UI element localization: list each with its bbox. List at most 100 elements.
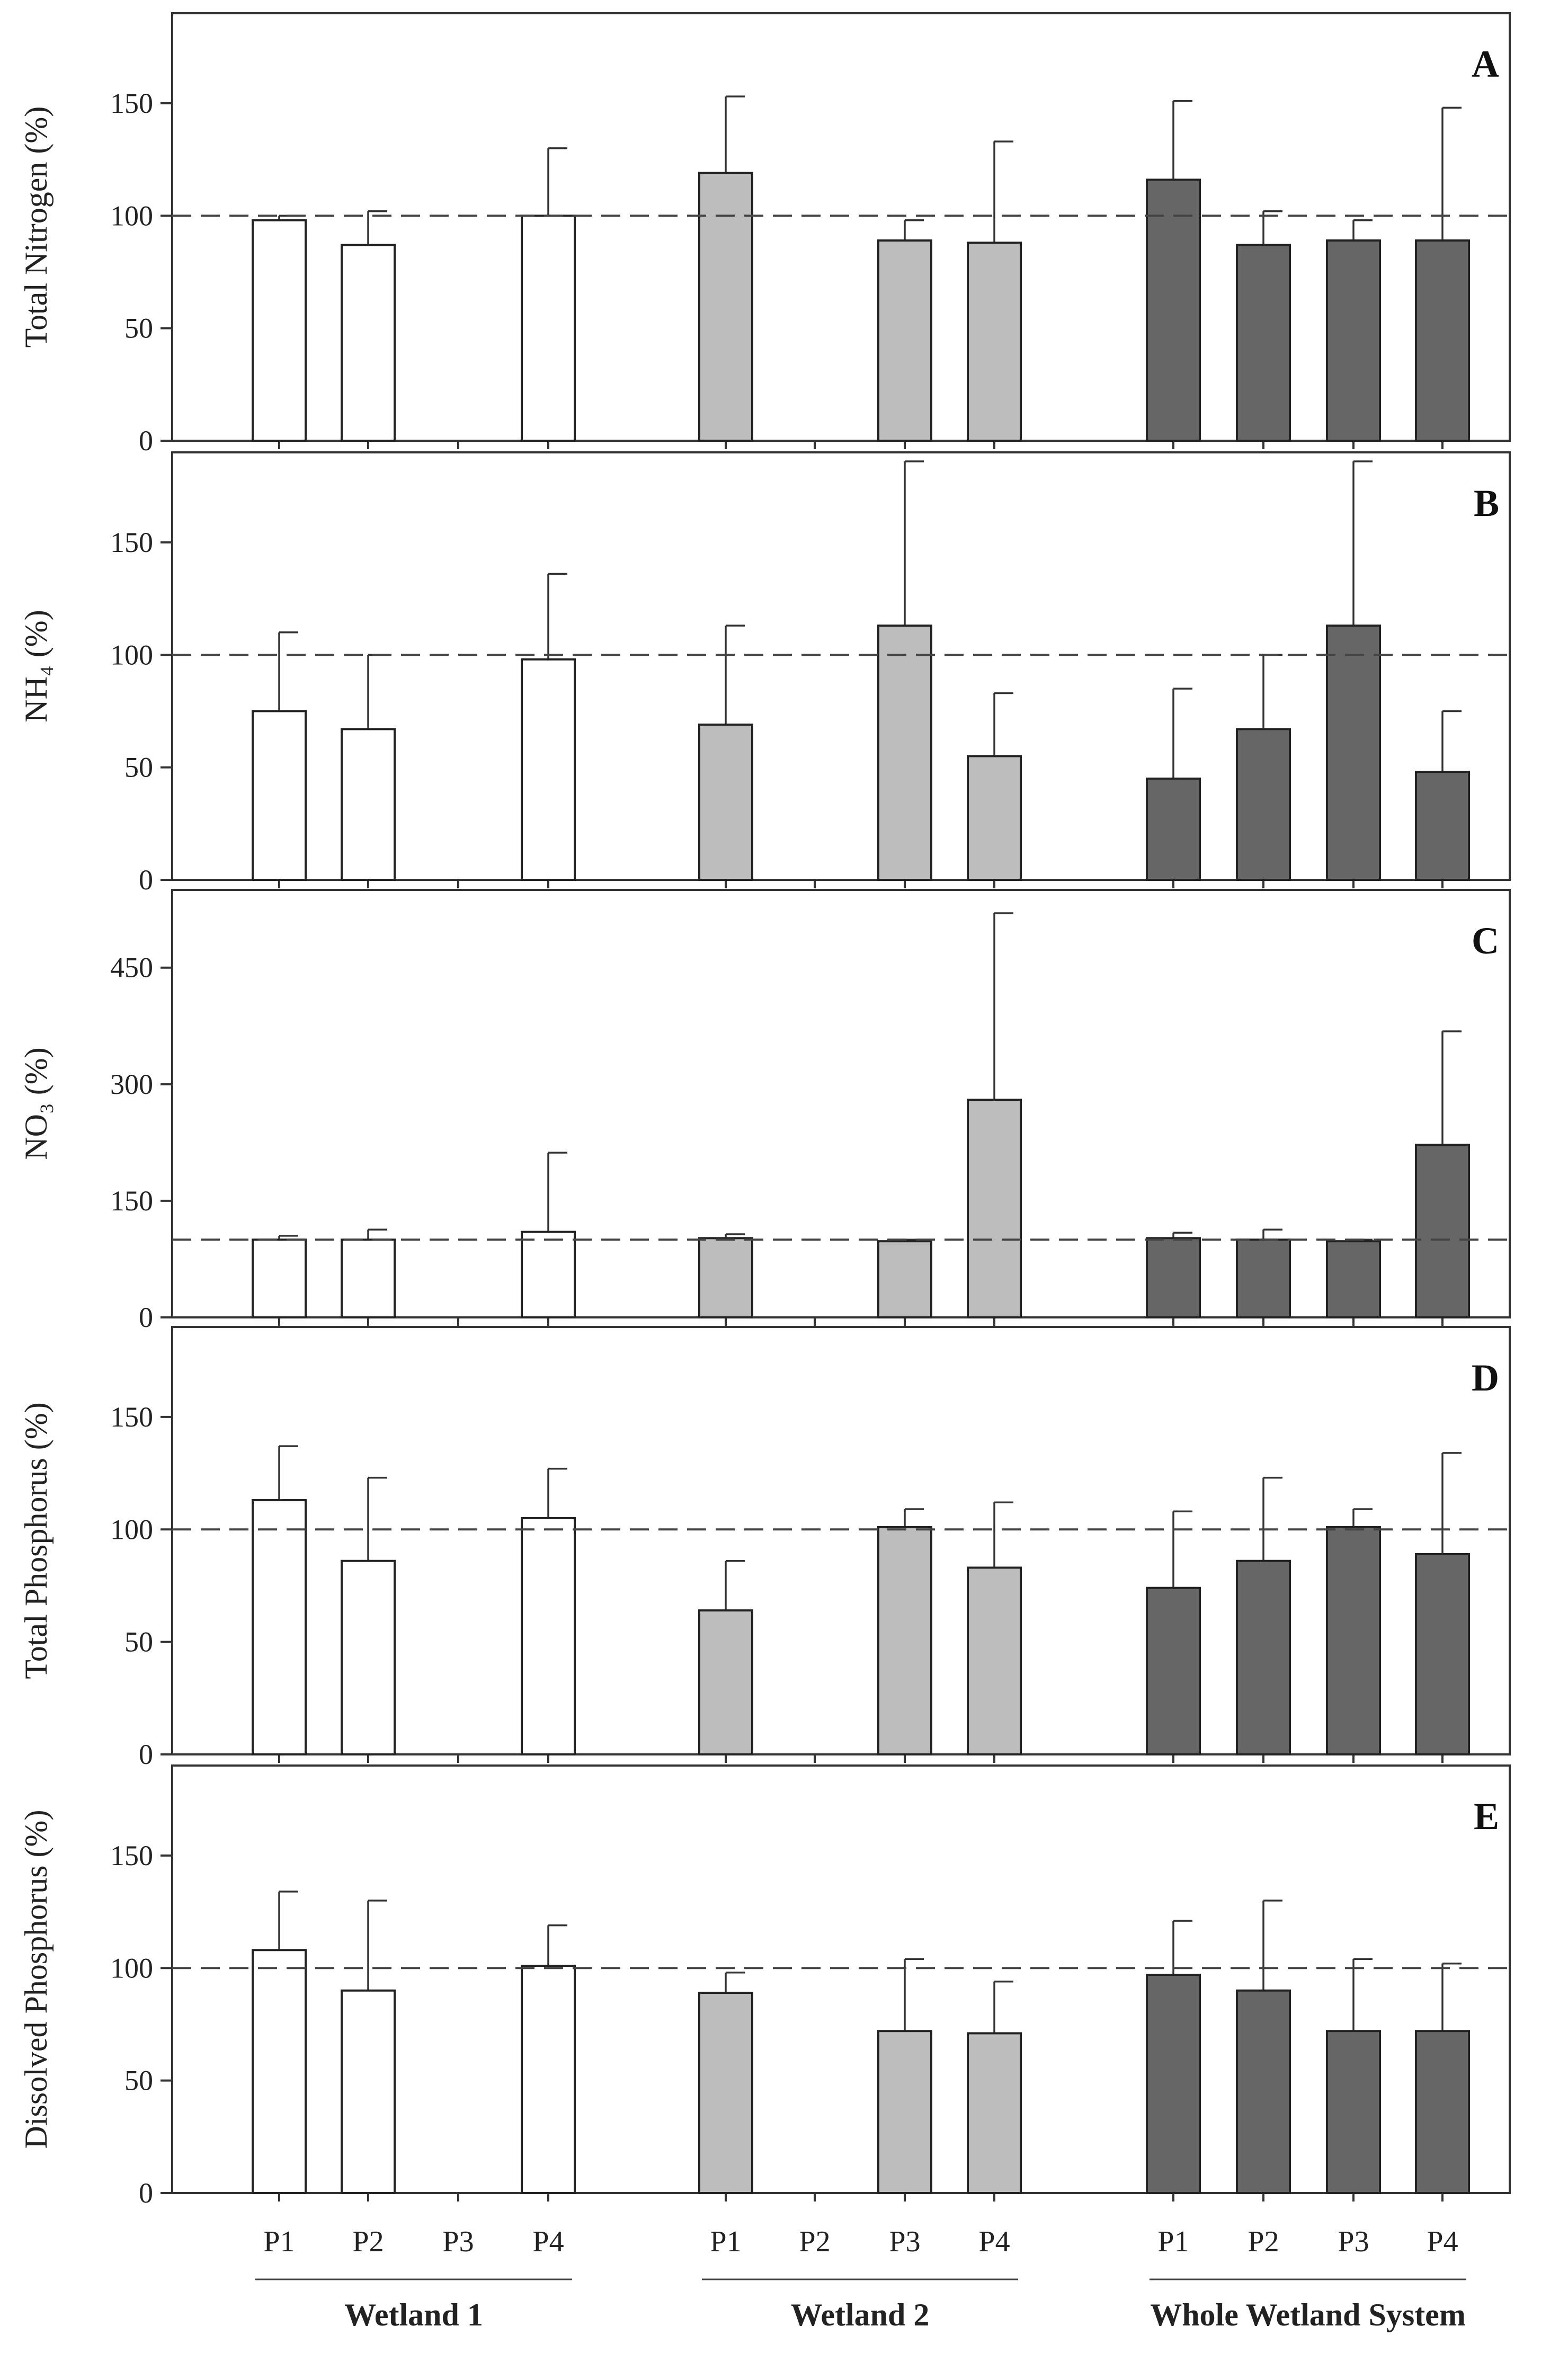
bar-c-g2-p4 (967, 1099, 1022, 1318)
y-tick-label-c-0: 0 (139, 1302, 153, 1333)
bar-c-g1-p1 (252, 1238, 307, 1318)
bar-a-g3-p4 (1415, 239, 1470, 442)
bar-d-g1-p1 (252, 1499, 307, 1755)
panel-letter-d: D (1472, 1357, 1499, 1399)
bar-e-g1-p1 (252, 1949, 307, 2194)
y-tick-label-b-50: 50 (124, 752, 153, 783)
y-axis-label-d: Total Phosphorus (%) (19, 1402, 54, 1679)
bar-a-g2-p4 (967, 242, 1022, 442)
bar-a-g3-p2 (1236, 244, 1291, 442)
bar-e-g3-p1 (1146, 1974, 1201, 2195)
bar-b-g2-p4 (967, 755, 1022, 881)
bar-d-g2-p1 (698, 1609, 753, 1756)
x-category-label-g1-p2: P2 (352, 2225, 384, 2258)
y-axis-label-e: Dissolved Phosphorus (%) (19, 1810, 54, 2149)
bar-d-g1-p2 (341, 1559, 396, 1755)
bar-d-g3-p3 (1326, 1526, 1381, 1756)
bar-c-g3-p3 (1326, 1240, 1381, 1318)
y-tick-label-d-50: 50 (124, 1626, 153, 1658)
x-category-label-g1-p3: P3 (442, 2225, 474, 2258)
bar-b-g2-p3 (877, 625, 932, 881)
bar-c-g3-p2 (1236, 1238, 1291, 1318)
bar-b-g3-p3 (1326, 625, 1381, 881)
bar-d-g3-p4 (1415, 1553, 1470, 1755)
y-tick-label-e-0: 0 (139, 2177, 153, 2209)
bar-b-g3-p1 (1146, 777, 1201, 881)
bar-e-g2-p3 (877, 2030, 932, 2194)
bar-b-g3-p4 (1415, 771, 1470, 881)
bar-d-g2-p4 (967, 1566, 1022, 1756)
y-tick-label-c-150: 150 (110, 1185, 153, 1217)
bar-e-g1-p4 (521, 1965, 576, 2195)
bar-a-g1-p4 (521, 215, 576, 442)
bar-e-g1-p2 (341, 1989, 396, 2194)
y-axis-label-b: NH₄ (%) (19, 610, 54, 723)
panel-letter-a: A (1472, 43, 1499, 85)
bar-c-g2-p3 (877, 1240, 932, 1318)
bar-e-g2-p1 (698, 1991, 753, 2194)
y-tick-label-a-0: 0 (139, 425, 153, 457)
x-category-label-g2-p2: P2 (799, 2225, 830, 2258)
x-category-label-g1-p1: P1 (263, 2225, 295, 2258)
x-category-label-g1-p4: P4 (532, 2225, 564, 2258)
x-category-label-g2-p3: P3 (889, 2225, 920, 2258)
x-category-label-g3-p1: P1 (1157, 2225, 1189, 2258)
bar-e-g3-p3 (1326, 2030, 1381, 2194)
y-tick-label-c-450: 450 (110, 952, 153, 984)
y-tick-label-a-100: 100 (110, 200, 153, 231)
bar-d-g3-p1 (1146, 1586, 1201, 1756)
bar-a-g3-p1 (1146, 179, 1201, 442)
group-label-1: Wetland 1 (344, 2297, 483, 2332)
y-tick-label-e-100: 100 (110, 1952, 153, 1984)
x-category-label-g3-p3: P3 (1338, 2225, 1369, 2258)
y-tick-label-c-300: 300 (110, 1068, 153, 1100)
x-category-label-g3-p4: P4 (1427, 2225, 1458, 2258)
panel-frame-d (171, 1326, 1511, 1755)
x-category-label-g2-p1: P1 (710, 2225, 741, 2258)
y-tick-label-b-0: 0 (139, 864, 153, 896)
bar-e-g3-p4 (1415, 2030, 1470, 2194)
x-category-label-g2-p4: P4 (978, 2225, 1010, 2258)
bar-a-g3-p3 (1326, 239, 1381, 442)
y-axis-label-a: Total Nitrogen (%) (19, 106, 54, 348)
bar-e-g3-p2 (1236, 1989, 1291, 2194)
panel-frame-a (171, 12, 1511, 442)
bar-a-g2-p1 (698, 172, 753, 442)
y-tick-label-b-150: 150 (110, 527, 153, 558)
group-label-3: Whole Wetland System (1150, 2297, 1466, 2332)
y-tick-label-e-150: 150 (110, 1840, 153, 1871)
y-tick-label-a-50: 50 (124, 313, 153, 344)
bar-a-g1-p2 (341, 244, 396, 442)
bar-d-g1-p4 (521, 1517, 576, 1756)
panel-letter-e: E (1474, 1795, 1499, 1838)
y-tick-label-d-0: 0 (139, 1739, 153, 1770)
bar-b-g2-p1 (698, 723, 753, 881)
y-tick-label-d-100: 100 (110, 1513, 153, 1545)
bar-b-g1-p1 (252, 710, 307, 881)
bar-d-g3-p2 (1236, 1559, 1291, 1755)
panel-letter-b: B (1474, 482, 1499, 524)
bar-c-g2-p1 (698, 1237, 753, 1318)
bar-d-g2-p3 (877, 1526, 932, 1756)
x-category-label-g3-p2: P2 (1248, 2225, 1279, 2258)
bar-a-g2-p3 (877, 239, 932, 442)
y-axis-label-c: NO₃ (%) (19, 1047, 54, 1160)
y-tick-label-b-100: 100 (110, 639, 153, 671)
bar-a-g1-p1 (252, 219, 307, 442)
panel-frame-c (171, 889, 1511, 1318)
y-tick-label-e-50: 50 (124, 2065, 153, 2097)
y-tick-label-a-150: 150 (110, 87, 153, 119)
group-label-2: Wetland 2 (791, 2297, 930, 2332)
bar-c-g3-p4 (1415, 1144, 1470, 1318)
panel-frame-e (171, 1764, 1511, 2194)
bar-b-g1-p4 (521, 658, 576, 881)
bar-b-g3-p2 (1236, 728, 1291, 881)
bar-e-g2-p4 (967, 2032, 1022, 2194)
bar-b-g1-p2 (341, 728, 396, 881)
panel-letter-c: C (1472, 920, 1499, 962)
bar-c-g1-p4 (521, 1231, 576, 1319)
y-tick-label-d-150: 150 (110, 1401, 153, 1433)
bar-c-g3-p1 (1146, 1237, 1201, 1318)
panel-frame-b (171, 451, 1511, 881)
